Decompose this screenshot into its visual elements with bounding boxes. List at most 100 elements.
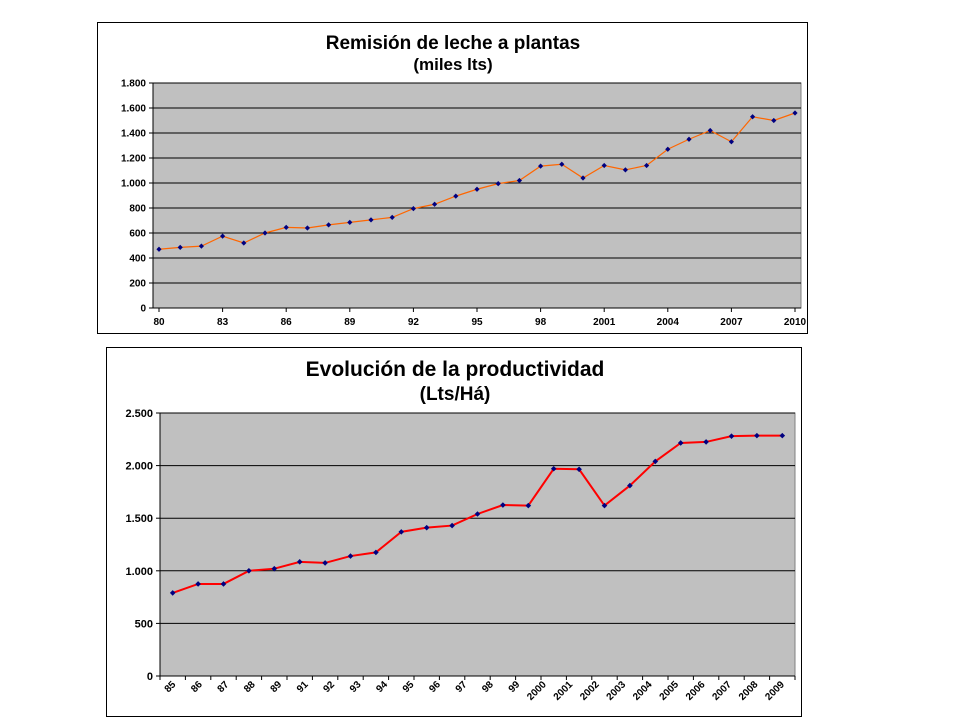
chart1-data-point (538, 163, 544, 169)
chart2-data-point (423, 524, 430, 531)
chart1-data-point (410, 206, 416, 212)
chart2-data-point (322, 560, 328, 566)
chart2-plot-area (159, 412, 796, 677)
chart1-data-point (728, 139, 734, 145)
chart2-x-tick-label: 2007 (710, 679, 734, 703)
chart1-x-tick-label: 2004 (657, 317, 680, 328)
milk-remission-chart-svg: Remisión de leche a plantas (miles lts) … (121, 33, 807, 328)
chart2-x-tick-label: 89 (269, 679, 285, 695)
chart2-x-tick-label: 85 (163, 679, 179, 695)
chart2-x-tick-label: 94 (374, 679, 390, 695)
chart1-y-tick-label: 1.200 (121, 154, 146, 165)
chart1-y-tick-label: 1.400 (121, 129, 146, 140)
chart2-x-tick-label: 2002 (578, 679, 602, 703)
chart1-data-point (792, 110, 798, 116)
chart1-data-point (198, 243, 204, 249)
chart2-y-tick-label: 2.000 (125, 461, 153, 473)
chart1-data-point (644, 162, 650, 169)
chart2-x-tick-label: 2001 (552, 679, 576, 703)
chart2-data-point (271, 565, 278, 572)
chart2-y-tick-label: 2.500 (125, 408, 153, 420)
chart2-x-tick-label: 2005 (658, 679, 682, 703)
chart1-data-point (580, 175, 586, 181)
chart1-x-tick-label: 83 (217, 317, 229, 328)
chart2-x-tick-label: 2009 (763, 679, 787, 703)
chart1-data-point (220, 233, 226, 239)
chart1-y-tick-label: 800 (129, 204, 146, 215)
chart1-y-tick-label: 600 (129, 229, 146, 240)
chart2-x-tick-label: 2006 (684, 679, 708, 703)
chart2-data-point (779, 432, 786, 439)
milk-remission-chart: Remisión de leche a plantas (miles lts) … (97, 22, 808, 334)
chart1-data-point (665, 146, 671, 152)
chart1-data-point (601, 162, 607, 169)
chart1-x-tick-label: 89 (344, 317, 356, 328)
chart2-x-tick-label: 95 (401, 679, 417, 695)
chart2-x-tick-label: 99 (507, 679, 523, 695)
chart1-y-tick-label: 400 (129, 254, 146, 265)
chart2-data-point (195, 581, 201, 587)
chart2-x-tick-label: 97 (454, 679, 470, 695)
chart1-data-point (262, 230, 268, 236)
chart2-data-point (474, 511, 481, 517)
chart2-data-point (220, 581, 227, 587)
chart2-data-point (703, 439, 709, 445)
chart2-data-point (246, 568, 252, 574)
chart1-y-tick-label: 200 (129, 279, 146, 290)
chart1-x-tick-label: 80 (153, 317, 165, 328)
chart2-x-tick-label: 93 (348, 679, 364, 695)
chart2-data-point (627, 482, 633, 489)
chart2-data-point (601, 502, 608, 509)
chart2-data-point (525, 502, 532, 509)
chart1-x-tick-label: 92 (408, 317, 420, 328)
chart1-data-point (389, 214, 395, 220)
chart1-data-point (241, 240, 247, 246)
chart2-title: Evolución de la productividad (306, 358, 605, 381)
chart2-subtitle: (Lts/Há) (420, 384, 491, 405)
chart1-y-tick-label: 0 (140, 304, 146, 315)
chart2-x-tick-label: 88 (242, 679, 258, 695)
chart1-data-point (516, 177, 522, 184)
chart1-data-point (686, 136, 692, 142)
chart2-x-tick-label: 2000 (525, 679, 549, 703)
chart2-x-tick-label: 86 (189, 679, 205, 695)
productivity-chart-svg: Evolución de la productividad (Lts/Há) 0… (125, 358, 796, 703)
chart2-data-point (728, 433, 735, 439)
chart1-title: Remisión de leche a plantas (326, 33, 580, 54)
chart1-data-point (474, 186, 480, 192)
chart1-data-point (156, 246, 162, 252)
chart2-x-tick-label: 87 (216, 679, 232, 695)
chart2-y-tick-label: 500 (135, 618, 153, 630)
chart2-x-tick-label: 92 (321, 679, 337, 695)
chart1-data-point (283, 224, 289, 230)
chart2-data-point (373, 549, 379, 556)
chart1-data-point (559, 161, 565, 167)
chart1-y-tick-label: 1.600 (121, 104, 146, 115)
chart1-data-point (432, 201, 438, 207)
chart2-data-point (398, 529, 405, 535)
chart2-x-tick-label: 91 (295, 679, 311, 695)
chart1-data-point (495, 181, 501, 187)
chart2-x-tick-label: 2004 (631, 679, 655, 703)
chart1-data-point (750, 114, 756, 120)
chart2-data-point (169, 590, 176, 596)
chart2-x-tick-label: 96 (427, 679, 443, 695)
chart1-x-tick-label: 98 (535, 317, 547, 328)
chart2-data-point (449, 522, 455, 529)
chart2-data-point (652, 458, 659, 465)
chart2-x-tick-label: 98 (480, 679, 496, 695)
chart1-data-point (347, 219, 353, 225)
chart1-x-tick-label: 2007 (720, 317, 743, 328)
chart2-y-tick-label: 0 (147, 671, 153, 683)
chart1-data-point (368, 217, 374, 223)
chart1-plot-area (152, 82, 802, 309)
chart2-data-point (296, 559, 303, 565)
chart1-y-tick-label: 1.000 (121, 179, 146, 190)
chart1-subtitle: (miles lts) (413, 55, 492, 74)
chart1-data-point (622, 167, 628, 173)
productivity-chart: Evolución de la productividad (Lts/Há) 0… (106, 347, 802, 717)
chart1-data-point (453, 193, 459, 199)
chart2-data-point (500, 502, 506, 508)
chart2-data-point (677, 440, 684, 446)
chart1-y-tick-label: 1.800 (121, 79, 146, 90)
